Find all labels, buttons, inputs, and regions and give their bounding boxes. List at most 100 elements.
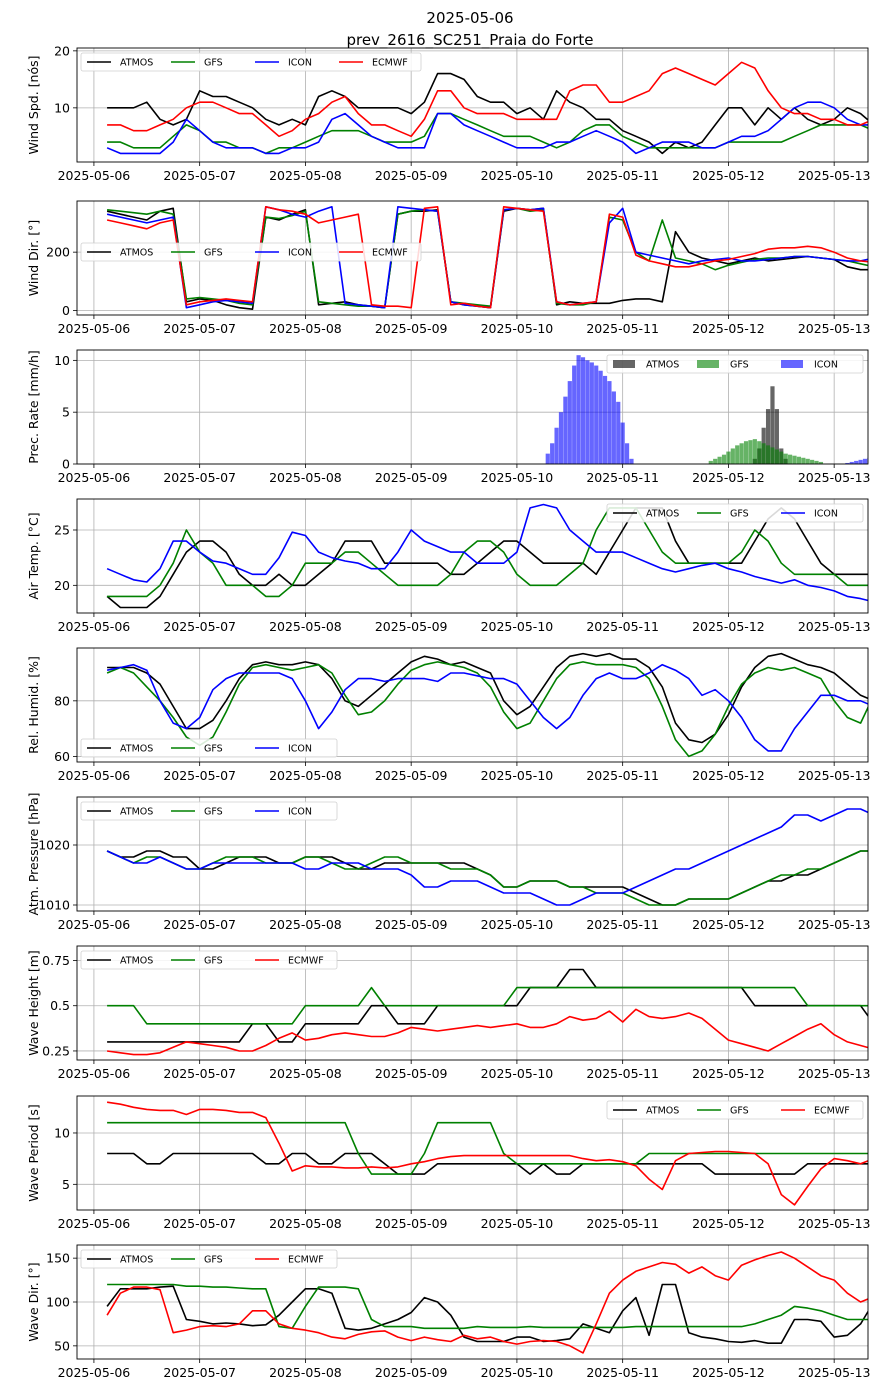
bar xyxy=(735,445,740,464)
x-tick-label: 2025-05-13 xyxy=(798,1066,871,1081)
legend-label: ATMOS xyxy=(120,248,153,259)
legend-box xyxy=(606,354,864,374)
legend-swatch xyxy=(781,360,803,368)
x-tick-label: 2025-05-11 xyxy=(586,321,659,336)
x-tick-label: 2025-05-06 xyxy=(58,470,131,485)
bar xyxy=(849,461,854,464)
bar xyxy=(563,396,568,464)
axes-frame xyxy=(76,498,869,614)
x-tick-label: 2025-05-08 xyxy=(269,917,342,932)
legend: ATMOS GFS ICON xyxy=(606,354,864,374)
bar xyxy=(713,458,718,464)
y-axis-label: Atm. Pressure [hPa] xyxy=(26,792,41,915)
legend-label: ATMOS xyxy=(646,1106,679,1117)
y-tick-label: 20 xyxy=(54,43,70,58)
y-tick-label: 10 xyxy=(54,1125,70,1140)
bar xyxy=(629,458,634,464)
legend-swatch xyxy=(613,360,635,368)
legend: ATMOS GFS ICON xyxy=(80,738,338,758)
panel-1: 2025-05-06 2025-05-07 2025-05-08 2025-05-09… xyxy=(26,43,871,183)
panel-7: 2025-05-06 2025-05-07 2025-05-08 2025-05-09… xyxy=(26,945,871,1081)
legend-label: GFS xyxy=(730,1106,749,1117)
legend-label: ECMWF xyxy=(372,248,408,259)
x-tick-label: 2025-05-13 xyxy=(798,1365,871,1380)
legend-label: GFS xyxy=(204,248,223,259)
x-tick-label: 2025-05-08 xyxy=(269,619,342,634)
x-tick-label: 2025-05-11 xyxy=(586,619,659,634)
y-tick-label: 0 xyxy=(62,303,70,318)
x-tick-label: 2025-05-06 xyxy=(58,1365,131,1380)
x-tick-label: 2025-05-12 xyxy=(692,1365,765,1380)
plot-area xyxy=(106,1101,868,1206)
x-tick-label: 2025-05-07 xyxy=(163,917,236,932)
legend: ATMOS GFS ECMWF xyxy=(80,1249,338,1269)
legend-label: GFS xyxy=(204,956,223,967)
x-tick-label: 2025-05-10 xyxy=(481,321,554,336)
legend-box xyxy=(80,242,422,262)
bar xyxy=(721,454,727,464)
x-tick-label: 2025-05-12 xyxy=(692,321,765,336)
bar xyxy=(862,458,868,464)
legend-label: ICON xyxy=(288,807,312,818)
panel-9: 2025-05-06 2025-05-07 2025-05-08 2025-05-09… xyxy=(26,1244,871,1380)
bar xyxy=(858,459,863,464)
x-tick-label: 2025-05-12 xyxy=(692,768,765,783)
bar xyxy=(576,355,581,464)
bar xyxy=(708,460,713,464)
bar xyxy=(611,391,616,464)
line-series-gfs xyxy=(107,986,868,1025)
panel-5: 2025-05-06 2025-05-07 2025-05-08 2025-05-09… xyxy=(26,647,870,783)
x-tick-label: 2025-05-13 xyxy=(798,321,871,336)
x-tick-label: 2025-05-10 xyxy=(481,1365,554,1380)
y-tick-label: 1020 xyxy=(38,838,70,853)
panel-8: 2025-05-06 2025-05-07 2025-05-08 2025-05-09… xyxy=(26,1095,870,1231)
bar xyxy=(770,386,775,464)
legend: ATMOS GFS ICON xyxy=(606,503,864,523)
bar xyxy=(598,370,603,464)
x-tick-label: 2025-05-13 xyxy=(798,917,871,932)
bar xyxy=(567,381,572,464)
bar xyxy=(774,409,779,464)
legend-box xyxy=(80,1249,338,1269)
bar xyxy=(801,457,806,464)
bar xyxy=(594,365,599,464)
x-tick-label: 2025-05-11 xyxy=(586,768,659,783)
bar xyxy=(616,401,621,464)
line-series-icon xyxy=(106,663,868,752)
bar xyxy=(810,459,815,464)
y-tick-label: 5 xyxy=(62,405,70,420)
bar xyxy=(765,409,771,464)
line-series-gfs xyxy=(107,112,868,155)
legend-label: ICON xyxy=(288,248,312,259)
x-tick-label: 2025-05-12 xyxy=(692,470,765,485)
bar xyxy=(854,460,859,464)
plot-area xyxy=(106,1251,868,1354)
bar xyxy=(602,375,608,464)
x-tick-label: 2025-05-13 xyxy=(798,470,871,485)
plot-area xyxy=(106,808,868,906)
axes-frame xyxy=(76,945,869,1061)
bar xyxy=(796,456,802,464)
line-series-ecmwf xyxy=(106,1251,868,1354)
legend-label: GFS xyxy=(204,58,223,69)
x-tick-label: 2025-05-13 xyxy=(798,168,871,183)
y-tick-label: 5 xyxy=(62,1177,70,1192)
legend-label: GFS xyxy=(730,360,749,371)
bar xyxy=(818,461,824,464)
x-tick-label: 2025-05-09 xyxy=(375,470,448,485)
bar xyxy=(550,443,555,464)
legend: ATMOS GFS ECMWF xyxy=(80,950,338,970)
bar xyxy=(589,362,594,464)
line-series-atmos xyxy=(106,507,868,609)
x-tick-label: 2025-05-10 xyxy=(481,619,554,634)
y-tick-label: 1010 xyxy=(38,898,70,913)
x-tick-label: 2025-05-11 xyxy=(586,168,659,183)
x-tick-label: 2025-05-10 xyxy=(481,917,554,932)
legend-box xyxy=(606,1100,864,1120)
legend-label: ATMOS xyxy=(646,509,679,520)
legend-label: ECMWF xyxy=(814,1106,850,1117)
y-axis-label: Rel. Humid. [%] xyxy=(26,656,41,754)
x-tick-label: 2025-05-07 xyxy=(163,470,236,485)
bar xyxy=(572,365,577,464)
x-tick-label: 2025-05-06 xyxy=(58,321,131,336)
